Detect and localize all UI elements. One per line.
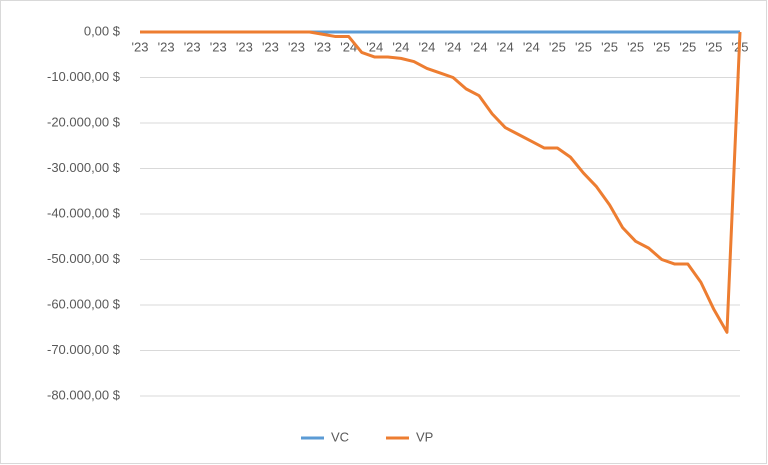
legend-label: VC bbox=[331, 429, 349, 444]
x-tick-label: '23 bbox=[132, 39, 149, 54]
y-tick-label: -30.000,00 $ bbox=[47, 160, 121, 175]
x-tick-label: '23 bbox=[262, 39, 279, 54]
x-tick-label: '25 bbox=[575, 39, 592, 54]
x-tick-label: '23 bbox=[158, 39, 175, 54]
y-tick-label: -10.000,00 $ bbox=[47, 69, 121, 84]
x-tick-label: '23 bbox=[314, 39, 331, 54]
x-tick-label: '25 bbox=[601, 39, 618, 54]
y-tick-label: -40.000,00 $ bbox=[47, 205, 121, 220]
x-tick-label: '25 bbox=[705, 39, 722, 54]
x-tick-label: '23 bbox=[210, 39, 227, 54]
x-tick-label: '24 bbox=[418, 39, 435, 54]
y-tick-label: 0,00 $ bbox=[84, 23, 121, 38]
x-tick-label: '24 bbox=[523, 39, 540, 54]
x-tick-label: '24 bbox=[366, 39, 383, 54]
x-tick-label: '23 bbox=[288, 39, 305, 54]
x-tick-label: '24 bbox=[445, 39, 462, 54]
x-tick-label: '25 bbox=[679, 39, 696, 54]
x-tick-label: '23 bbox=[184, 39, 201, 54]
series-line bbox=[140, 30, 742, 334]
y-tick-label: -70.000,00 $ bbox=[47, 342, 121, 357]
y-tick-label: -60.000,00 $ bbox=[47, 296, 121, 311]
y-tick-label: -50.000,00 $ bbox=[47, 251, 121, 266]
x-tick-label: '25 bbox=[653, 39, 670, 54]
x-tick-label: '23 bbox=[236, 39, 253, 54]
x-tick-label: '24 bbox=[497, 39, 514, 54]
y-tick-label: -80.000,00 $ bbox=[47, 387, 121, 402]
x-tick-label: '25 bbox=[549, 39, 566, 54]
legend-label: VP bbox=[416, 429, 433, 444]
y-tick-label: -20.000,00 $ bbox=[47, 114, 121, 129]
x-tick-label: '24 bbox=[471, 39, 488, 54]
x-tick-label: '24 bbox=[392, 39, 409, 54]
x-tick-label: '25 bbox=[627, 39, 644, 54]
